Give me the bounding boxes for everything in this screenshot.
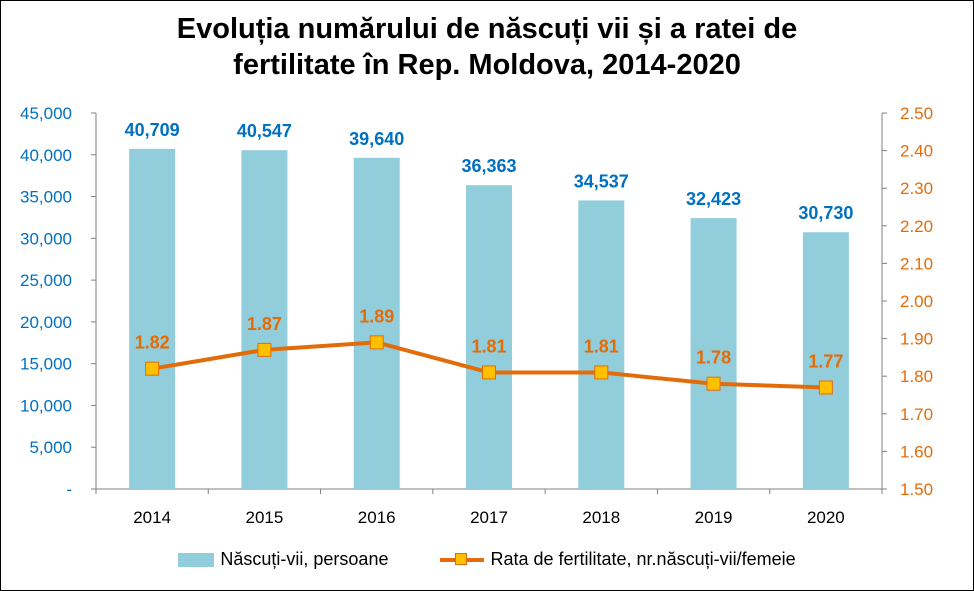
y-right-tick-label: 2.00 <box>900 292 933 311</box>
chart-title-line-2: fertilitate în Rep. Moldova, 2014-2020 <box>233 49 741 81</box>
x-tick-label: 2017 <box>470 508 508 527</box>
bar-data-label: 40,547 <box>237 121 292 141</box>
y-left-tick-label: 35,000 <box>20 188 72 207</box>
bar <box>578 200 625 489</box>
y-right-tick-label: 1.70 <box>900 405 933 424</box>
legend-label-fertility: Rata de fertilitate, nr.născuți-vii/feme… <box>490 549 796 569</box>
x-tick-label: 2015 <box>246 508 284 527</box>
bar-data-label: 30,730 <box>798 203 853 223</box>
y-right-tick-label: 2.50 <box>900 104 933 123</box>
y-right-tick-label: 1.50 <box>900 480 933 499</box>
line-data-label: 1.78 <box>696 348 731 368</box>
y-right-tick-label: 1.80 <box>900 367 933 386</box>
legend-swatch-line <box>440 552 485 568</box>
line-data-label: 1.81 <box>471 336 506 356</box>
line-data-label: 1.77 <box>808 351 843 371</box>
chart-title: Evoluția numărului de născuți vii și a r… <box>1 11 973 83</box>
x-tick-label: 2014 <box>133 508 171 527</box>
y-left-tick-label: 5,000 <box>29 438 72 457</box>
y-left-tick-label: 30,000 <box>20 229 72 248</box>
y-left-tick-label: 25,000 <box>20 271 72 290</box>
legend-swatch-bar <box>178 552 215 567</box>
y-right-tick-label: 2.40 <box>900 142 933 161</box>
bar-data-label: 39,640 <box>349 129 404 149</box>
bar-data-label: 36,363 <box>461 156 516 176</box>
bar <box>802 232 849 490</box>
y-left-tick-label: 20,000 <box>20 313 72 332</box>
x-tick-label: 2018 <box>582 508 620 527</box>
bar-data-label: 34,537 <box>574 171 629 191</box>
line-marker <box>482 365 496 380</box>
y-right-tick-label: 2.30 <box>900 179 933 198</box>
line-marker <box>145 361 160 376</box>
legend-label-births: Născuți-vii, persoane <box>220 549 389 569</box>
legend-swatch-marker <box>455 552 468 565</box>
bar <box>129 148 176 489</box>
bar-data-label: 32,423 <box>686 189 741 209</box>
bar <box>241 150 288 490</box>
y-right-tick-label: 1.90 <box>900 330 933 349</box>
bar <box>690 218 737 489</box>
line-marker <box>369 335 384 350</box>
line-data-label: 1.87 <box>247 314 282 334</box>
bar <box>353 157 400 490</box>
y-right-tick-label: 2.20 <box>900 217 933 236</box>
y-left-tick-label: 10,000 <box>20 396 72 415</box>
y-left-tick-label: 15,000 <box>20 355 72 374</box>
y-left-tick-label: 45,000 <box>20 104 72 123</box>
legend-item-births: Născuți-vii, persoane <box>178 549 388 570</box>
line-marker <box>706 376 721 391</box>
chart-title-line-1: Evoluția numărului de născuți vii și a r… <box>176 13 798 45</box>
y-left-tick-label: - <box>66 480 72 499</box>
x-tick-label: 2019 <box>695 508 733 527</box>
line-data-label: 1.82 <box>135 333 170 353</box>
line-marker <box>818 380 833 395</box>
y-right-tick-label: 2.10 <box>900 254 933 273</box>
y-right-tick-label: 1.60 <box>900 442 933 461</box>
line-marker <box>257 342 272 357</box>
legend-item-fertility: Rata de fertilitate, nr.născuți-vii/feme… <box>440 549 796 570</box>
x-tick-label: 2020 <box>807 508 845 527</box>
line-data-label: 1.89 <box>359 306 394 326</box>
y-left-tick-label: 40,000 <box>20 146 72 165</box>
bar <box>466 185 512 489</box>
x-tick-label: 2016 <box>358 508 396 527</box>
line-data-label: 1.81 <box>584 336 619 356</box>
legend: Născuți-vii, persoane Rata de fertilitat… <box>1 549 973 570</box>
bar-data-label: 40,709 <box>125 120 180 140</box>
line-marker <box>594 365 609 380</box>
